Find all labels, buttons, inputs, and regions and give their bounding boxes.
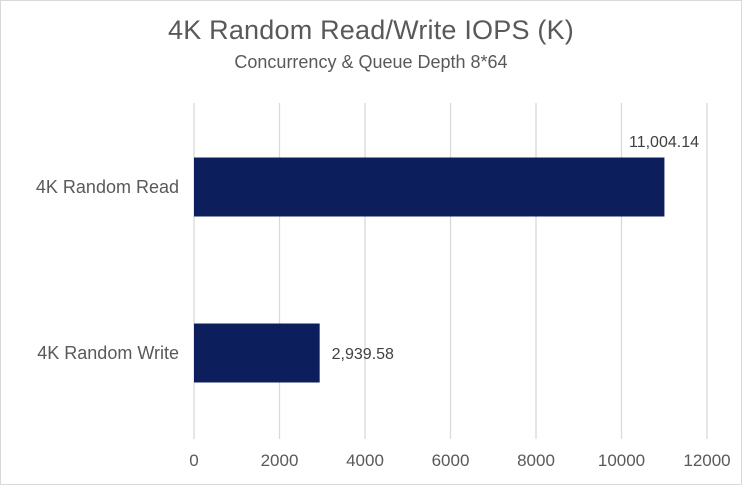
x-tick-label: 12000 <box>683 451 730 470</box>
x-tick-label: 0 <box>189 451 198 470</box>
category-label: 4K Random Write <box>37 343 179 363</box>
chart-subtitle: Concurrency & Queue Depth 8*64 <box>234 52 508 72</box>
x-tick-label: 2000 <box>261 451 299 470</box>
x-tick-label: 8000 <box>517 451 555 470</box>
chart-title: 4K Random Read/Write IOPS (K) <box>168 15 574 45</box>
data-label: 11,004.14 <box>629 134 699 151</box>
bar <box>194 323 320 383</box>
bar <box>194 157 665 217</box>
x-tick-label: 10000 <box>598 451 645 470</box>
category-label: 4K Random Read <box>36 177 179 197</box>
data-label: 2,939.58 <box>332 346 394 363</box>
x-tick-label: 6000 <box>432 451 470 470</box>
x-tick-label: 4000 <box>346 451 384 470</box>
